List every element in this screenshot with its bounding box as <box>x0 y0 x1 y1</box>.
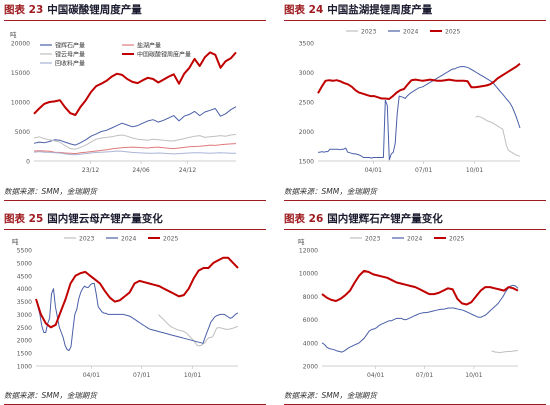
chart-title: 图表 23 中国碳酸锂周度产量 <box>4 0 266 21</box>
legend-label: 锂云母产量 <box>55 51 85 59</box>
x-tick-label: 07/01 <box>416 372 433 379</box>
figure-label: 图表 24 <box>284 4 324 16</box>
legend-label: 锂辉石产量 <box>55 42 85 50</box>
legend-label: 2025 <box>163 236 178 243</box>
series-line <box>35 256 239 329</box>
y-tick-label: 6000 <box>303 317 318 324</box>
source-note: 数据来源：SMM，金瑞期货 <box>284 388 546 405</box>
series-line <box>33 134 237 150</box>
legend-label: 2024 <box>121 236 136 243</box>
source-note: 数据来源：SMM，金瑞期货 <box>4 184 266 201</box>
series-line <box>318 66 521 161</box>
y-tick-label: 5000 <box>15 129 30 136</box>
series-line <box>321 284 519 353</box>
series-line <box>491 349 519 354</box>
x-tick-label: 04/01 <box>365 167 382 174</box>
x-tick-label: 24/06 <box>132 167 149 174</box>
chart-svg: 吨 0 5000 10000 15000 20000 23/12 24/06 24/12 锂辉石产… <box>10 30 237 174</box>
legend-label: 盐湖产量 <box>137 42 161 50</box>
legend-label: 2023 <box>365 236 380 243</box>
y-tick-label: 3500 <box>17 299 32 306</box>
y-tick-label: 3000 <box>299 70 314 77</box>
figure-label: 图表 23 <box>4 4 44 16</box>
y-tick-label: 3500 <box>299 41 314 48</box>
x-tick-label: 04/01 <box>367 372 384 379</box>
chart-panel-1: 图表 23 中国碳酸锂周度产量 吨 0 5000 10000 15000 20000 23/1… <box>4 0 270 202</box>
x-tick-label: 10/01 <box>466 167 483 174</box>
legend-label: 2023 <box>79 236 94 243</box>
x-tick-label: 10/01 <box>465 372 482 379</box>
series-line <box>33 150 236 156</box>
chart-svg: 吨 2000 4000 6000 8000 10000 12000 04/01 07/01 10/… <box>298 236 519 379</box>
y-tick-label: 2000 <box>17 338 32 345</box>
series-line <box>317 62 521 100</box>
y-tick-label: 12000 <box>299 248 318 255</box>
series-line <box>35 283 239 351</box>
series-line <box>33 106 237 146</box>
figure-title: 中国盐湖提锂周度产量 <box>327 4 433 16</box>
y-tick-label: 2500 <box>299 100 314 107</box>
y-tick-label: 2000 <box>303 364 318 371</box>
y-tick-label: 4500 <box>17 273 32 280</box>
x-tick-label: 07/01 <box>133 372 150 379</box>
y-tick-label: 15000 <box>11 70 30 77</box>
x-tick-label: 23/12 <box>82 167 99 174</box>
legend-label: 2023 <box>361 29 376 36</box>
y-tick-label: 4000 <box>17 286 32 293</box>
series-line <box>321 269 519 306</box>
legend-label: 2025 <box>445 29 460 36</box>
y-tick-label: 8000 <box>303 294 318 301</box>
y-tick-label: 5500 <box>17 248 32 255</box>
series-line <box>475 115 521 157</box>
series-line <box>33 51 237 116</box>
source-note: 数据来源：SMM，金瑞期货 <box>284 184 546 201</box>
y-tick-label: 1500 <box>17 351 32 358</box>
y-tick-label: 2500 <box>17 325 32 332</box>
figure-title: 中国碳酸锂周度产量 <box>47 4 142 16</box>
figure-title: 国内锂云母产锂产量变化 <box>47 213 163 225</box>
y-tick-label: 4000 <box>303 340 318 347</box>
figure-title: 国内锂辉石产锂产量变化 <box>327 213 443 225</box>
legend-label: 2025 <box>449 236 464 243</box>
y-unit-label: 吨 <box>12 237 19 246</box>
y-tick-label: 2000 <box>299 129 314 136</box>
y-unit-label: 吨 <box>298 237 305 246</box>
legend-label: 中国碳酸锂周度产量 <box>137 51 191 59</box>
y-tick-label: 10000 <box>11 100 30 107</box>
x-tick-label: 07/01 <box>415 167 432 174</box>
legend-label: 2024 <box>407 236 422 243</box>
x-tick-label: 24/12 <box>179 167 196 174</box>
y-tick-label: 0 <box>26 159 30 166</box>
y-unit-label: 吨 <box>10 30 17 39</box>
chart-svg: 1500 2000 2500 3000 3500 04/01 07/01 10/01 2023 2… <box>299 29 521 174</box>
chart-title: 图表 26 国内锂辉石产锂产量变化 <box>284 209 546 230</box>
chart-panel-2: 图表 24 中国盐湖提锂周度产量 1500 2000 2500 3000 3500 04/0… <box>284 0 550 202</box>
y-tick-label: 10000 <box>299 271 318 278</box>
y-tick-label: 1500 <box>299 159 314 166</box>
x-tick-label: 04/01 <box>83 372 100 379</box>
figure-label: 图表 25 <box>4 213 44 225</box>
y-tick-label: 3000 <box>17 312 32 319</box>
y-tick-label: 1000 <box>17 364 32 371</box>
chart-svg: 吨 1000 1500 2000 2500 3000 3500 4000 4500 5000 550… <box>12 236 239 379</box>
series-line <box>158 314 238 347</box>
chart-title: 图表 24 中国盐湖提锂周度产量 <box>284 0 546 21</box>
chart-title: 图表 25 国内锂云母产锂产量变化 <box>4 209 266 230</box>
x-tick-label: 10/01 <box>184 372 201 379</box>
chart-panel-4: 图表 26 国内锂辉石产锂产量变化 吨 2000 4000 6000 8000 10000 1… <box>284 209 550 405</box>
figure-label: 图表 26 <box>284 213 324 225</box>
y-tick-label: 5000 <box>17 260 32 267</box>
legend-label: 2024 <box>403 29 418 36</box>
source-note: 数据来源：SMM，金瑞期货 <box>4 388 266 405</box>
y-tick-label: 20000 <box>11 41 30 48</box>
legend-label: 回收料产量 <box>55 60 85 68</box>
series-line <box>33 143 237 155</box>
chart-panel-3: 图表 25 国内锂云母产锂产量变化 吨 1000 1500 2000 2500 3000 35… <box>4 209 270 405</box>
